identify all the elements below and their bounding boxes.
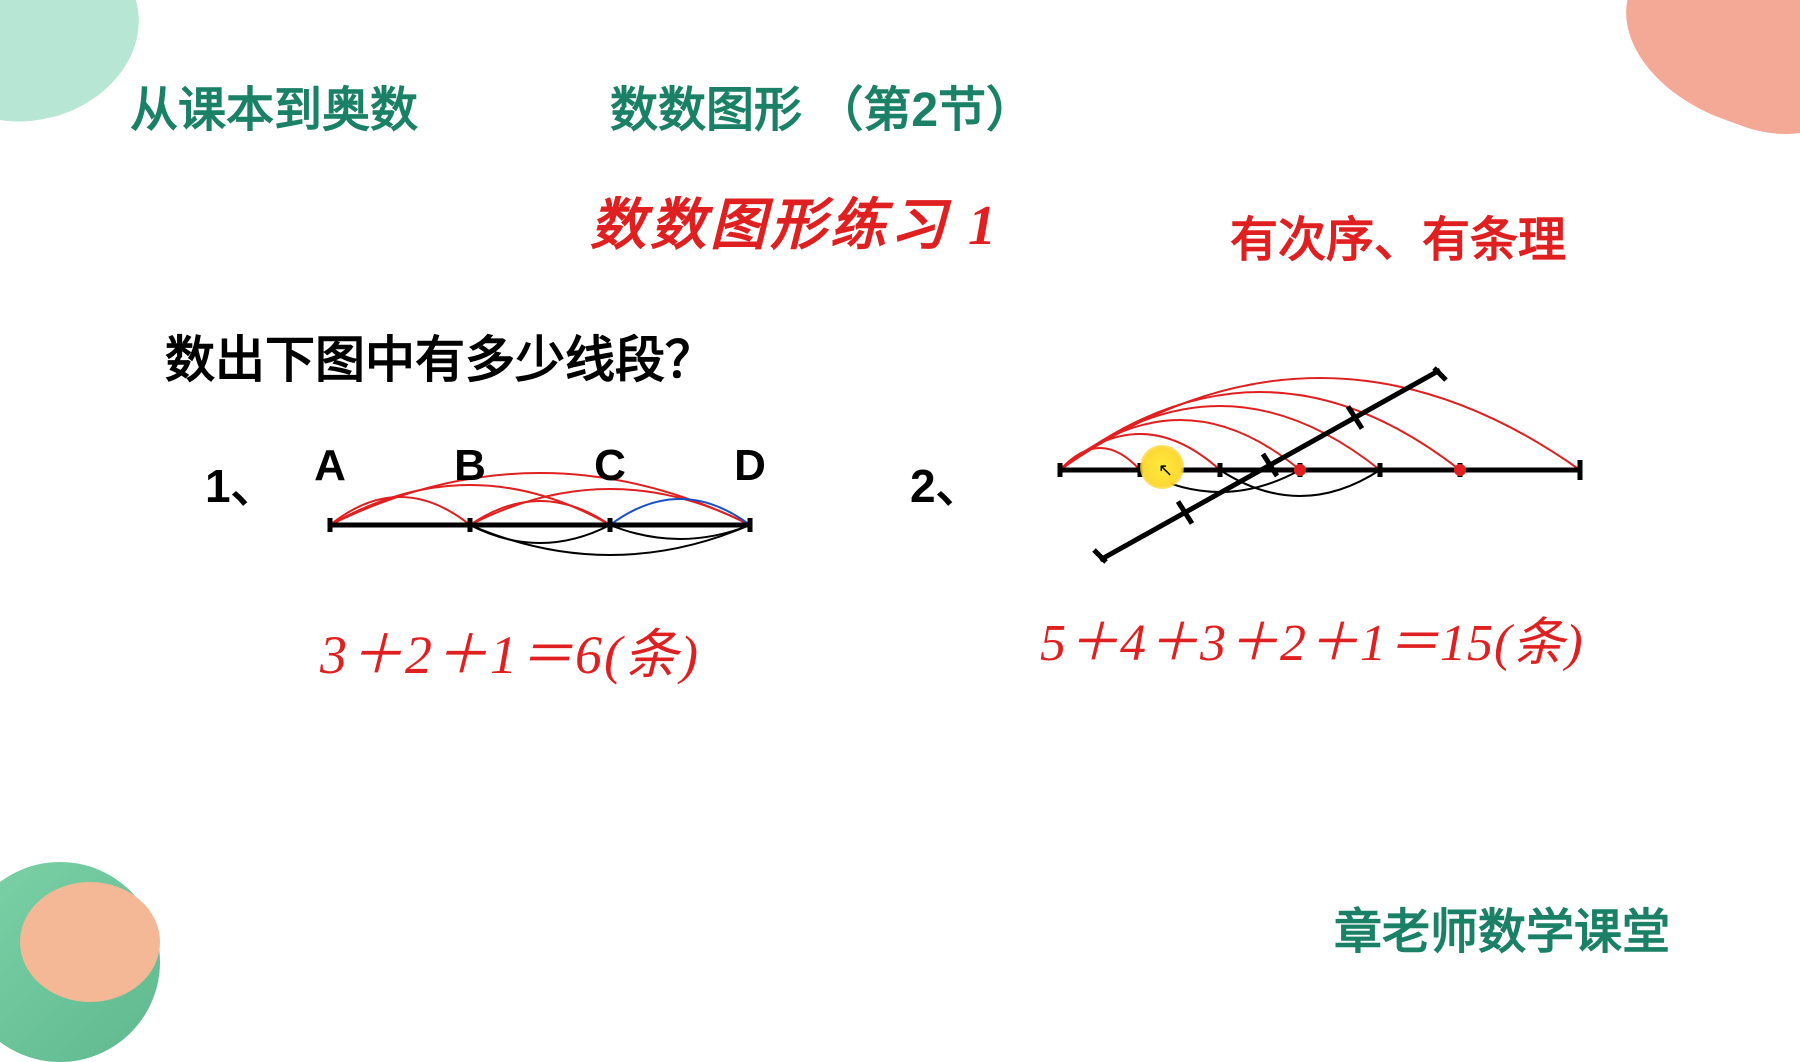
svg-text:C: C: [594, 441, 626, 490]
problem-2-number: 2、: [910, 450, 982, 516]
problem-1-number: 1、: [205, 450, 277, 516]
question-text: 数出下图中有多少线段？: [165, 320, 715, 392]
corner-decoration-bl: [0, 862, 160, 1062]
footer-text: 章老师数学课堂: [1334, 892, 1670, 962]
svg-text:B: B: [454, 441, 486, 490]
answer-1: 3＋2＋1＝6(条): [320, 610, 700, 689]
diagram-1: A B C D: [310, 430, 790, 590]
corner-decoration-tr: [1600, 0, 1800, 156]
header-left: 从课本到奥数: [130, 70, 418, 140]
cursor-icon: ↖: [1158, 460, 1173, 481]
subtitle: 数数图形练习 1: [590, 180, 1000, 261]
diagram-2: [1040, 350, 1620, 590]
answer-2: 5＋4＋3＋2＋1＝15(条): [1040, 600, 1584, 675]
header-right: 数数图形 （第2节）: [610, 70, 1034, 140]
svg-text:D: D: [734, 441, 766, 490]
svg-text:A: A: [314, 441, 346, 490]
hint-text: 有次序、有条理: [1230, 200, 1566, 270]
